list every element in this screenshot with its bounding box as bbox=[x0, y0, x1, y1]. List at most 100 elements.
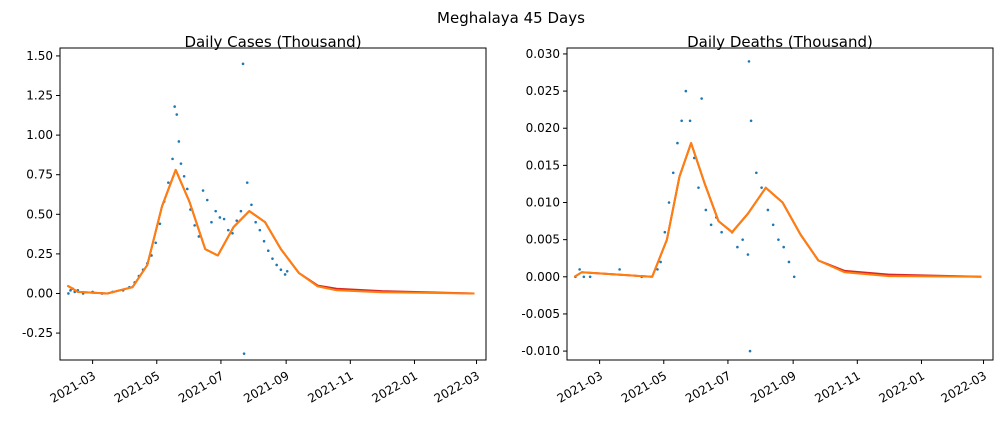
cases-data-point bbox=[193, 224, 196, 227]
cases-data-point bbox=[69, 289, 72, 292]
cases-data-point bbox=[185, 187, 189, 191]
deaths-data-point bbox=[736, 245, 739, 249]
cases-data-point bbox=[167, 181, 170, 184]
cases-data-point bbox=[158, 222, 162, 226]
deaths-ytick-label: 0.000 bbox=[526, 270, 560, 284]
deaths-xtick-label: 2021-03 bbox=[555, 368, 605, 405]
deaths-data-point bbox=[741, 238, 744, 241]
cases-data-point bbox=[154, 241, 158, 245]
figure-suptitle: Meghalaya 45 Days bbox=[437, 9, 585, 27]
deaths-data-point bbox=[588, 275, 592, 279]
cases-data-point bbox=[197, 235, 201, 238]
cases-xtick-label: 2021-09 bbox=[241, 368, 291, 405]
deaths-data-point bbox=[700, 97, 703, 100]
cases-data-point bbox=[275, 263, 278, 267]
deaths-data-point bbox=[777, 238, 780, 241]
cases-data-point bbox=[250, 203, 253, 207]
cases-data-point bbox=[222, 217, 226, 221]
cases-data-point bbox=[235, 219, 239, 222]
cases-ytick-label: 1.25 bbox=[26, 89, 53, 103]
cases-plot-frame bbox=[59, 47, 487, 361]
deaths-ytick-label: 0.020 bbox=[526, 121, 560, 135]
cases-data-point bbox=[171, 157, 174, 161]
cases-data-point bbox=[182, 174, 186, 178]
deaths-ytick-label: 0.005 bbox=[526, 233, 560, 247]
deaths-data-point bbox=[771, 223, 775, 227]
cases-data-point bbox=[262, 239, 266, 243]
cases-xtick-label: 2022-01 bbox=[370, 368, 420, 405]
deaths-ytick-label: 0.025 bbox=[526, 84, 560, 98]
deaths-data-point bbox=[667, 201, 671, 204]
deaths-xtick-label: 2021-11 bbox=[812, 368, 862, 405]
cases-data-point bbox=[254, 220, 257, 224]
cases-data-point bbox=[283, 273, 287, 276]
cases-data-point bbox=[241, 62, 245, 66]
cases-data-point bbox=[175, 113, 179, 116]
deaths-xtick-label: 2021-09 bbox=[748, 368, 798, 405]
deaths-data-point bbox=[688, 119, 692, 123]
deaths-data-point bbox=[787, 260, 791, 264]
cases-data-point bbox=[271, 257, 274, 260]
cases-ytick-label: 0.00 bbox=[26, 286, 53, 300]
cases-data-point bbox=[239, 209, 243, 213]
deaths-data-point bbox=[656, 268, 659, 271]
deaths-data-point bbox=[782, 245, 785, 249]
deaths-data-point bbox=[578, 268, 581, 271]
cases-xtick-label: 2021-11 bbox=[305, 368, 355, 405]
cases-data-point bbox=[226, 228, 230, 232]
deaths-data-point bbox=[659, 260, 662, 264]
cases-data-point bbox=[177, 140, 181, 143]
deaths-ytick-label: 0.030 bbox=[526, 47, 560, 61]
cases-data-point bbox=[285, 270, 289, 273]
cases-chart: Daily Cases (Thousand) -0.25 0.00 0.25 0.50… bbox=[22, 33, 487, 406]
cases-data-point bbox=[258, 228, 262, 232]
cases-data-point bbox=[201, 189, 205, 192]
cases-xtick-label: 2021-07 bbox=[176, 368, 226, 405]
deaths-data-point bbox=[704, 208, 708, 212]
cases-ytick-label: 0.75 bbox=[26, 168, 53, 182]
deaths-data-point bbox=[709, 223, 713, 227]
cases-ytick-label: -0.25 bbox=[22, 326, 53, 340]
deaths-data-point bbox=[680, 119, 683, 123]
deaths-data-point bbox=[748, 349, 752, 353]
deaths-data-point bbox=[749, 119, 753, 123]
cases-ytick-label: 1.00 bbox=[26, 128, 53, 142]
cases-xtick-label: 2021-05 bbox=[112, 368, 162, 405]
deaths-data-point bbox=[582, 275, 586, 279]
deaths-xtick-label: 2021-05 bbox=[619, 368, 669, 405]
cases-data-point bbox=[67, 292, 70, 295]
cases-data-point bbox=[218, 216, 222, 219]
deaths-chart: Daily Deaths (Thousand) -0.010 -0.005 0.00… bbox=[521, 33, 994, 406]
deaths-data-point bbox=[760, 186, 763, 189]
deaths-ytick-label: -0.005 bbox=[521, 307, 560, 321]
cases-data-point bbox=[231, 231, 234, 235]
deaths-xtick-label: 2022-01 bbox=[877, 368, 927, 405]
cases-data-point bbox=[205, 198, 209, 202]
deaths-data-point bbox=[671, 171, 675, 175]
cases-data-point bbox=[214, 209, 217, 213]
deaths-data-point bbox=[697, 186, 700, 189]
cases-ytick-label: 0.25 bbox=[26, 247, 53, 261]
cases-xtick-label: 2022-03 bbox=[432, 368, 482, 405]
deaths-ytick-label: 0.010 bbox=[526, 196, 560, 210]
cases-data-point bbox=[266, 249, 270, 253]
deaths-chart-title: Daily Deaths (Thousand) bbox=[687, 33, 873, 51]
cases-data-point bbox=[173, 105, 176, 108]
deaths-xtick-label: 2021-07 bbox=[683, 368, 733, 405]
cases-data-point bbox=[242, 352, 246, 355]
deaths-data-point bbox=[684, 89, 688, 93]
deaths-fit-line-orange bbox=[573, 142, 982, 278]
deaths-data-point bbox=[766, 208, 770, 212]
cases-chart-title: Daily Cases (Thousand) bbox=[184, 33, 361, 51]
deaths-data-point bbox=[676, 141, 679, 145]
deaths-data-point bbox=[720, 230, 723, 234]
deaths-ytick-label: 0.015 bbox=[526, 158, 560, 172]
deaths-plot-frame bbox=[566, 47, 994, 361]
cases-data-point bbox=[210, 220, 213, 224]
deaths-data-point bbox=[792, 275, 796, 279]
cases-ytick-label: 1.50 bbox=[26, 49, 53, 63]
cases-fit-line-orange bbox=[66, 168, 475, 295]
deaths-data-point bbox=[618, 268, 621, 271]
cases-data-point bbox=[279, 268, 283, 272]
